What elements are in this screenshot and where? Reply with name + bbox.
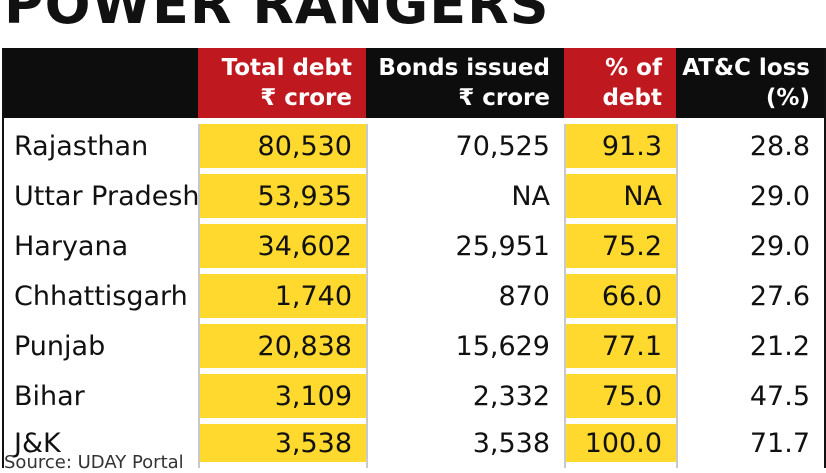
pct-of-debt-cell: 100.0 (564, 424, 676, 468)
bonds-issued-cell: 3,538 (366, 424, 564, 468)
table-row: Uttar Pradesh 53,935 NA NA 29.0 (2, 174, 824, 224)
atc-loss-cell: 27.6 (676, 274, 824, 324)
total-debt-cell: 20,838 (198, 324, 366, 374)
header-pct-line1: % of (605, 55, 662, 81)
atc-loss-cell: 71.7 (676, 424, 824, 468)
state-name: Haryana (2, 224, 198, 274)
pct-of-debt-cell: 77.1 (564, 324, 676, 374)
column-divider (676, 124, 678, 468)
header-bonds-unit: ₹ crore (458, 85, 550, 111)
total-debt-cell: 53,935 (198, 174, 366, 224)
table-row: Haryana 34,602 25,951 75.2 29.0 (2, 224, 824, 274)
table-row: Bihar 3,109 2,332 75.0 47.5 (2, 374, 824, 424)
state-name: Rajasthan (2, 124, 198, 174)
header-total-debt-line1: Total debt (221, 55, 352, 81)
total-debt-cell: 80,530 (198, 124, 366, 174)
bonds-issued-cell: 15,629 (366, 324, 564, 374)
state-name: Bihar (2, 374, 198, 424)
bonds-issued-cell: 70,525 (366, 124, 564, 174)
pct-of-debt-cell: NA (564, 174, 676, 224)
pct-of-debt-cell: 75.0 (564, 374, 676, 424)
atc-loss-cell: 21.2 (676, 324, 824, 374)
header-pct-of-debt: % of debt (564, 48, 676, 124)
header-row: Total debt ₹ crore Bonds issued ₹ crore … (2, 48, 824, 124)
source-note: Source: UDAY Portal (4, 452, 184, 473)
header-atc-line1: AT&C loss (682, 55, 810, 81)
header-atc-unit: (%) (765, 85, 810, 111)
state-name: Uttar Pradesh (2, 174, 200, 224)
atc-loss-cell: 28.8 (676, 124, 824, 174)
data-table: Total debt ₹ crore Bonds issued ₹ crore … (2, 48, 824, 468)
header-pct-line2: debt (602, 85, 662, 111)
atc-loss-cell: 29.0 (676, 224, 824, 274)
pct-of-debt-cell: 75.2 (564, 224, 676, 274)
total-debt-cell: 3,538 (198, 424, 366, 468)
chart-title: POWER RANGERS (4, 0, 550, 36)
total-debt-cell: 1,740 (198, 274, 366, 324)
column-divider (366, 124, 368, 468)
state-name: Punjab (2, 324, 198, 374)
header-atc-loss: AT&C loss (%) (676, 48, 824, 124)
column-divider (564, 124, 566, 468)
atc-loss-cell: 47.5 (676, 374, 824, 424)
table-row: Rajasthan 80,530 70,525 91.3 28.8 (2, 124, 824, 174)
bonds-issued-cell: NA (366, 174, 564, 224)
atc-loss-cell: 29.0 (676, 174, 824, 224)
bonds-issued-cell: 870 (366, 274, 564, 324)
state-name: Chhattisgarh (2, 274, 198, 324)
pct-of-debt-cell: 91.3 (564, 124, 676, 174)
table-row: Chhattisgarh 1,740 870 66.0 27.6 (2, 274, 824, 324)
table-row: Punjab 20,838 15,629 77.1 21.2 (2, 324, 824, 374)
header-state (2, 48, 198, 124)
bonds-issued-cell: 25,951 (366, 224, 564, 274)
pct-of-debt-cell: 66.0 (564, 274, 676, 324)
bonds-issued-cell: 2,332 (366, 374, 564, 424)
column-divider (198, 124, 200, 468)
header-total-debt-unit: ₹ crore (260, 85, 352, 111)
total-debt-cell: 3,109 (198, 374, 366, 424)
total-debt-cell: 34,602 (198, 224, 366, 274)
header-bonds-issued: Bonds issued ₹ crore (366, 48, 564, 124)
header-bonds-line1: Bonds issued (378, 55, 550, 81)
header-total-debt: Total debt ₹ crore (198, 48, 366, 124)
